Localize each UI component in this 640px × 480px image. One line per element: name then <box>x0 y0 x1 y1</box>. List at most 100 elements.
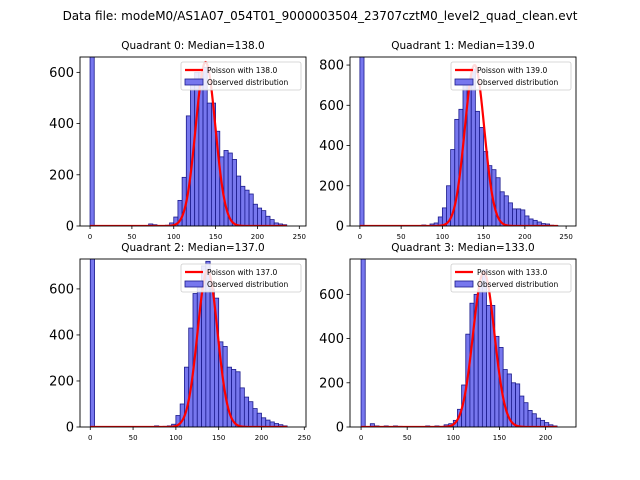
legend-0: Poisson with 138.0 Observed distribution <box>180 61 302 91</box>
histogram-bar <box>519 395 525 427</box>
histogram-bar <box>248 193 254 226</box>
histogram-bar <box>252 408 258 427</box>
histogram-bar <box>209 288 215 427</box>
subplot-title: Quadrant 3: Median=133.0 <box>391 242 534 254</box>
poisson-fit-line <box>359 63 558 226</box>
histogram-bar <box>261 210 267 226</box>
histogram-bar <box>252 203 258 226</box>
legend-label: Observed distribution <box>207 78 288 87</box>
histogram-bar <box>240 185 246 226</box>
histogram-bar <box>535 417 541 427</box>
histogram-bar <box>531 413 537 427</box>
x-tick-label: 200 <box>255 434 268 442</box>
histogram-bar <box>511 382 516 427</box>
legend-label: Poisson with 137.0 <box>207 268 277 277</box>
x-tick-label: 100 <box>167 233 180 241</box>
plot-area-1 <box>359 57 559 226</box>
histogram-bar <box>481 269 487 427</box>
legend-label: Poisson with 138.0 <box>207 66 277 75</box>
legend-label: Observed distribution <box>477 78 558 87</box>
x-tick-label: 250 <box>559 233 572 241</box>
histogram-bar <box>512 208 518 226</box>
y-tick-label: 0 <box>66 421 74 436</box>
y-tick-label: 400 <box>49 328 74 343</box>
y-tick-label: 0 <box>66 220 74 235</box>
x-tick-label: 50 <box>127 233 136 241</box>
legend-1: Poisson with 139.0 Observed distribution <box>450 61 572 91</box>
x-tick-label: 150 <box>209 233 222 241</box>
histogram-bar <box>231 159 237 226</box>
histogram-bar <box>244 189 250 226</box>
x-tick-label: 150 <box>212 434 225 442</box>
histogram-bar <box>520 209 526 226</box>
histogram-bar <box>239 387 245 427</box>
subplot-title: Quadrant 1: Median=139.0 <box>391 40 534 52</box>
legend-label: Poisson with 133.0 <box>477 268 547 277</box>
y-tick-label: 200 <box>49 374 74 389</box>
histogram-bar <box>359 57 365 226</box>
histogram-bar <box>248 401 254 427</box>
poisson-fit-line <box>90 60 287 226</box>
legend-bar-swatch <box>184 78 204 86</box>
axes-frame <box>349 258 577 428</box>
histogram-bar <box>470 68 476 226</box>
histogram-bar <box>527 410 533 427</box>
histogram-bar <box>503 195 509 226</box>
legend-label: Poisson with 139.0 <box>477 66 547 75</box>
y-tick-label: 200 <box>319 179 344 194</box>
histogram-bar <box>516 208 522 226</box>
legend-bar-swatch <box>454 78 474 86</box>
plot-area-3 <box>360 259 558 427</box>
histogram-bar <box>474 110 480 226</box>
y-tick-label: 400 <box>319 139 344 154</box>
x-tick-label: 0 <box>359 434 363 442</box>
y-tick-label: 600 <box>319 99 344 114</box>
histogram-bar <box>524 215 530 226</box>
y-tick-label: 600 <box>49 282 74 297</box>
legend-box <box>450 263 572 293</box>
histogram-bar <box>486 305 492 427</box>
x-tick-label: 150 <box>493 434 506 442</box>
y-tick-label: 200 <box>319 376 344 391</box>
axes-frame <box>349 56 577 227</box>
y-tick-label: 600 <box>49 66 74 81</box>
histogram-bar <box>185 115 191 226</box>
legend-box <box>450 61 572 91</box>
panel-1: 0 50 100 150 200 250 0 200 400 600 800 Quadrant 1: … <box>319 40 577 241</box>
y-tick-label: 800 <box>319 59 344 74</box>
panels: 0 50 100 150 200 250 0 200 400 600 Quadrant 0: Med… <box>49 40 577 442</box>
y-tick-label: 400 <box>49 117 74 132</box>
legend-bar-swatch <box>184 280 204 288</box>
x-tick-label: 200 <box>539 434 552 442</box>
histogram-bar <box>184 366 190 427</box>
x-tick-label: 100 <box>436 233 449 241</box>
histogram-bar <box>261 417 267 427</box>
histogram-bar <box>202 66 208 226</box>
x-tick-label: 0 <box>358 233 362 241</box>
histogram-bar <box>256 412 262 427</box>
axes-frame <box>79 56 307 227</box>
histogram-bar <box>89 57 95 226</box>
panel-2: 0 50 100 150 200 250 0 200 400 600 Quadrant 2: Med… <box>49 242 311 442</box>
histogram-bar <box>360 259 366 427</box>
histogram-bar <box>477 282 483 427</box>
x-tick-label: 100 <box>447 434 460 442</box>
subplot-title: Quadrant 0: Median=138.0 <box>121 40 264 52</box>
x-tick-label: 150 <box>477 233 490 241</box>
x-tick-label: 200 <box>251 233 264 241</box>
x-tick-label: 50 <box>403 434 412 442</box>
legend-label: Observed distribution <box>477 280 558 289</box>
y-tick-label: 400 <box>319 332 344 347</box>
x-tick-label: 250 <box>298 434 311 442</box>
histogram-bar <box>235 371 241 427</box>
histogram-bar <box>507 202 513 226</box>
y-tick-label: 200 <box>49 168 74 183</box>
legend-2: Poisson with 137.0 Observed distribution <box>180 263 302 293</box>
x-tick-label: 50 <box>397 233 406 241</box>
panel-0: 0 50 100 150 200 250 0 200 400 600 Quadrant 0: Med… <box>49 40 307 241</box>
legend-bar-swatch <box>454 280 474 288</box>
y-tick-label: 600 <box>319 288 344 303</box>
histogram-bar <box>89 259 95 427</box>
histogram-bar <box>454 118 460 226</box>
